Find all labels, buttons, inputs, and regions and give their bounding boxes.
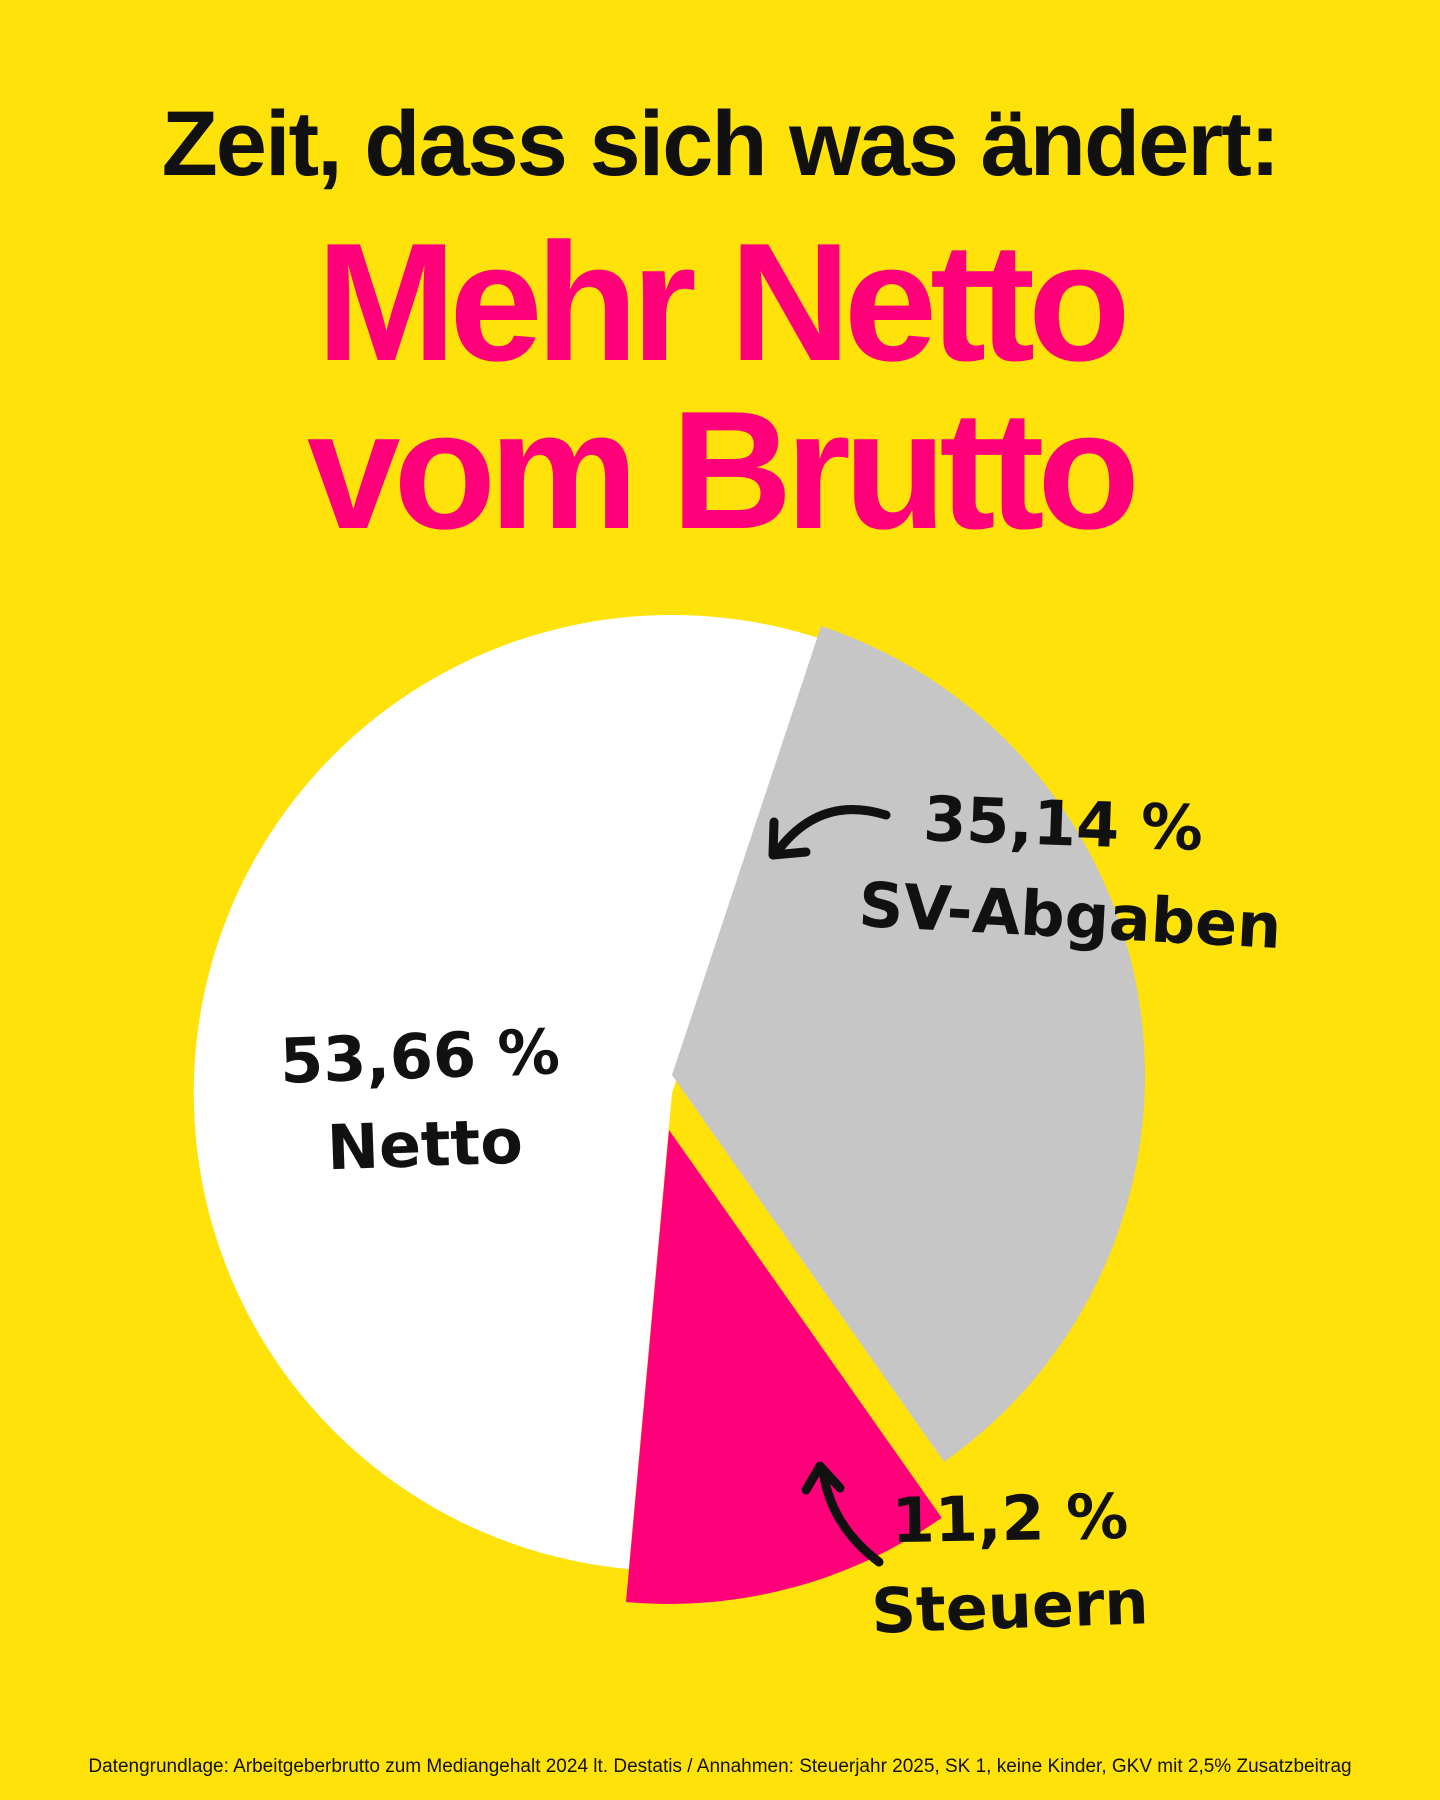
headline: Zeit, dass sich was ändert: [161,93,1281,195]
page-title: Mehr Netto vom Brutto [0,218,1440,554]
pie-slices [193,614,1146,1604]
arrow-steuern-icon [801,1461,884,1567]
pie-slice-netto [193,614,823,1569]
steuern-label: Steuern [870,1565,1150,1648]
netto-label: Netto [326,1105,524,1185]
sv-abgaben-value-label: 35,14 % [922,782,1204,865]
arrow-sv-abgaben-icon [768,805,891,860]
netto-value-label: 53,66 % [279,1015,561,1098]
pie-slice-steuern [626,1130,942,1604]
steuern-value-label: 11,2 % [891,1480,1129,1557]
footnote: Datengrundlage: Arbeitgeberbrutto zum Me… [88,1756,1352,1777]
pie-chart: 53,66 % Netto 35,14 % SV-Abgaben 11,2 % … [193,614,1283,1648]
title-line-2: vom Brutto [307,376,1140,564]
title-line-1: Mehr Netto [316,208,1130,396]
